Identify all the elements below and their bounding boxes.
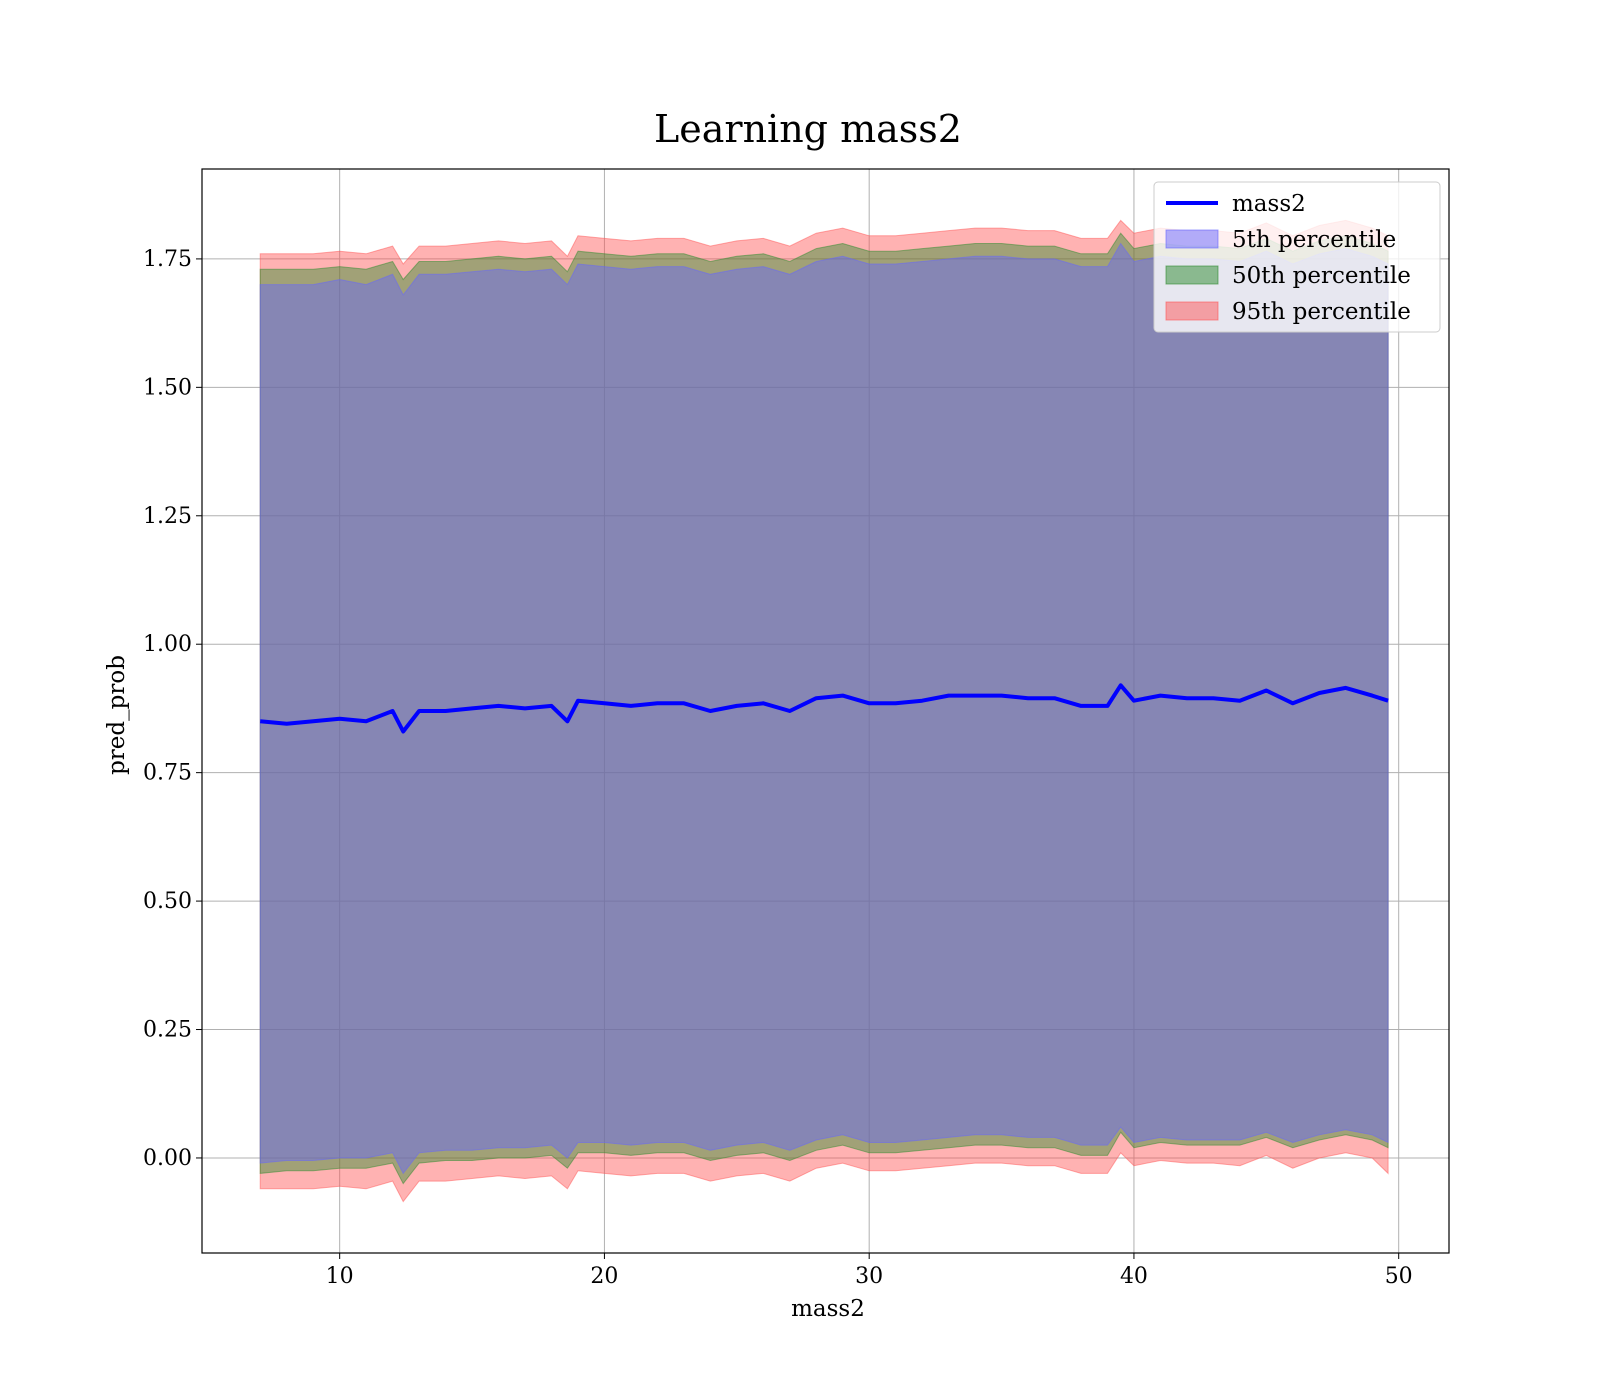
legend-swatch <box>1165 229 1219 249</box>
legend-swatch <box>1165 301 1219 321</box>
y-tick-label: 1.25 <box>143 504 192 529</box>
grid <box>202 169 1449 1253</box>
y-tick-label: 0.75 <box>143 761 192 786</box>
chart-title: Learning mass2 <box>654 107 962 151</box>
band-5th-percentile <box>259 242 1389 1175</box>
legend: mass2 5th percentile 50th percentile 95th p… <box>1153 181 1441 333</box>
line-mass2 <box>260 683 1389 734</box>
x-tick-label: 50 <box>1385 1264 1413 1289</box>
band-50th-percentile <box>259 232 1389 1185</box>
mean-lines <box>260 683 1389 734</box>
legend-label: 50th percentile <box>1232 263 1411 289</box>
legend-label: 95th percentile <box>1232 299 1411 325</box>
y-tick-label: 0.25 <box>143 1018 192 1043</box>
y-axis-label: pred_prob <box>104 655 130 775</box>
x-axis-label: mass2 <box>791 1296 865 1322</box>
y-tick-label: 1.75 <box>143 247 192 272</box>
legend-swatch <box>1165 265 1219 285</box>
y-tick-label: 1.00 <box>143 632 192 657</box>
y-tick-label: 0.00 <box>143 1146 192 1171</box>
axis-ticks: 10 20 30 40 50 0.00 0.25 0.50 0.75 1.00 1.25 1.50 1.… <box>143 247 1413 1289</box>
x-tick-label: 20 <box>590 1264 618 1289</box>
x-tick-label: 30 <box>855 1264 883 1289</box>
band-95th-percentile <box>259 219 1389 1203</box>
y-tick-label: 0.50 <box>143 889 192 914</box>
legend-label: mass2 <box>1232 191 1306 217</box>
legend-box <box>1153 181 1441 333</box>
y-tick-label: 1.50 <box>143 375 192 400</box>
x-tick-label: 40 <box>1120 1264 1148 1289</box>
plot-frame <box>201 168 1450 1254</box>
percentile-bands <box>259 219 1389 1203</box>
x-tick-label: 10 <box>326 1264 354 1289</box>
legend-label: 5th percentile <box>1232 227 1396 253</box>
